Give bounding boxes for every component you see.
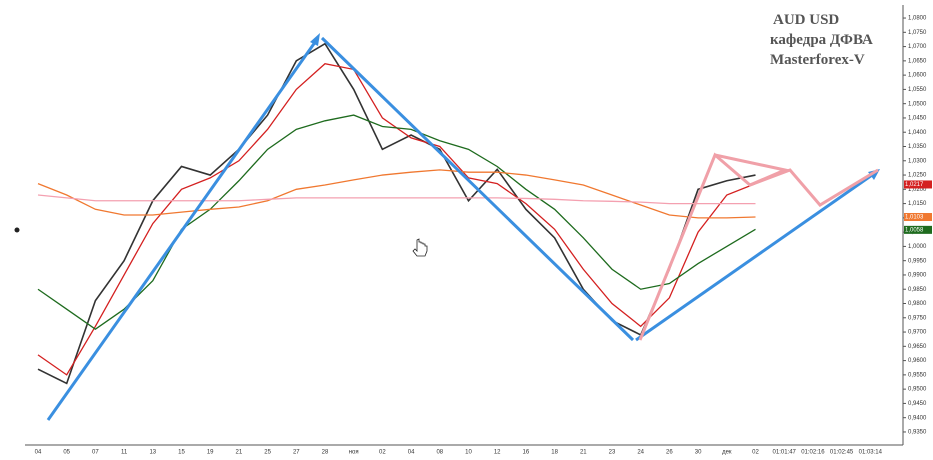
x-tick-label: 26 [666, 450, 673, 456]
x-tick-label: 12 [494, 450, 501, 456]
x-tick-label: 18 [551, 450, 558, 456]
x-tick-label: 04 [408, 450, 415, 456]
price-label-box [904, 180, 932, 189]
series-line [37, 114, 756, 330]
price-label: 1,0103 [905, 215, 924, 221]
arrow-head [310, 33, 320, 46]
y-tick-label: 1,0700 [908, 44, 927, 50]
y-tick-label: 0,9450 [908, 401, 927, 407]
x-tick-label: 01:03:14 [859, 450, 883, 456]
x-tick-label: ноя [349, 450, 359, 456]
x-tick-label: 25 [264, 450, 271, 456]
y-tick-label: 0,9350 [908, 430, 927, 436]
y-tick-label: 1,0450 [908, 116, 927, 122]
title-line: Masterforex-V [770, 52, 865, 68]
y-tick-label: 1,0000 [908, 244, 927, 250]
x-tick-label: 24 [637, 450, 644, 456]
cursor [412, 238, 428, 257]
y-tick-label: 0,9950 [908, 258, 927, 264]
bullet [14, 227, 20, 233]
x-tick-label: 02 [752, 450, 759, 456]
y-tick-label: 1,0150 [908, 201, 927, 207]
x-tick-label: 19 [207, 450, 214, 456]
y-tick-label: 1,0650 [908, 58, 927, 64]
series-line [37, 42, 756, 385]
x-tick-label: 27 [293, 450, 300, 456]
trend-arrows [46, 33, 880, 421]
projection [714, 153, 790, 187]
price-label: 1,0058 [905, 227, 924, 233]
y-tick-label: 1,0400 [908, 130, 927, 136]
y-tick-label: 0,9900 [908, 273, 927, 279]
x-tick-label: 23 [609, 450, 616, 456]
x-tick-label: 07 [92, 450, 99, 456]
x-tick-label: 01:01:47 [773, 450, 797, 456]
x-tick-label: 01:02:16 [801, 450, 825, 456]
y-tick-label: 1,0250 [908, 173, 927, 179]
y-tick-label: 0,9800 [908, 301, 927, 307]
y-tick-label: 0,9500 [908, 387, 927, 393]
x-tick-label: 30 [695, 450, 702, 456]
price-label-box [904, 213, 932, 222]
x-tick-label: 02 [379, 450, 386, 456]
y-tick-label: 0,9750 [908, 315, 927, 321]
price-label: 1,0217 [905, 182, 924, 188]
y-tick-label: 1,0500 [908, 101, 927, 107]
y-tick-label: 1,0600 [908, 73, 927, 79]
x-tick-label: 28 [322, 450, 329, 456]
x-tick-label: 16 [523, 450, 530, 456]
series-line [37, 169, 756, 219]
x-tick-label: дек [722, 450, 732, 456]
y-tick-label: 1,0200 [908, 187, 927, 193]
x-tick-label: 04 [35, 450, 42, 456]
arrow [635, 171, 876, 342]
x-tick-label: 11 [121, 450, 128, 456]
y-tick-label: 0,9400 [908, 415, 927, 421]
y-tick-label: 0,9600 [908, 358, 927, 364]
x-tick-label: 21 [580, 450, 587, 456]
x-tick-label: 15 [178, 450, 185, 456]
arrow [46, 37, 320, 421]
x-tick-label: 05 [63, 450, 70, 456]
arrow [320, 36, 635, 342]
y-tick-label: 0,9650 [908, 344, 927, 350]
x-tick-label: 13 [149, 450, 156, 456]
x-tick-label: 01:02:45 [830, 450, 854, 456]
y-tick-label: 1,0300 [908, 158, 927, 164]
plot: 0,9350 0,9400 0,9450 0,9500 0,9550 0,9600 0,96… [35, 16, 932, 456]
y-tick-label: 0,9700 [908, 330, 927, 336]
title-line: AUD USD [773, 12, 839, 28]
x-tick-label: 08 [436, 450, 443, 456]
y-tick-label: 1,0800 [908, 16, 927, 22]
title-line: кафедра ДФВА [770, 32, 873, 48]
x-tick-label: 10 [465, 450, 472, 456]
y-tick-label: 0,9850 [908, 287, 927, 293]
y-tick-label: 1,0550 [908, 87, 927, 93]
y-tick-label: 1,0350 [908, 144, 927, 150]
series-line [37, 194, 756, 205]
x-tick-label: 21 [236, 450, 243, 456]
y-tick-label: 0,9550 [908, 372, 927, 378]
price-label-box [904, 225, 932, 234]
y-tick-label: 1,0750 [908, 30, 927, 36]
